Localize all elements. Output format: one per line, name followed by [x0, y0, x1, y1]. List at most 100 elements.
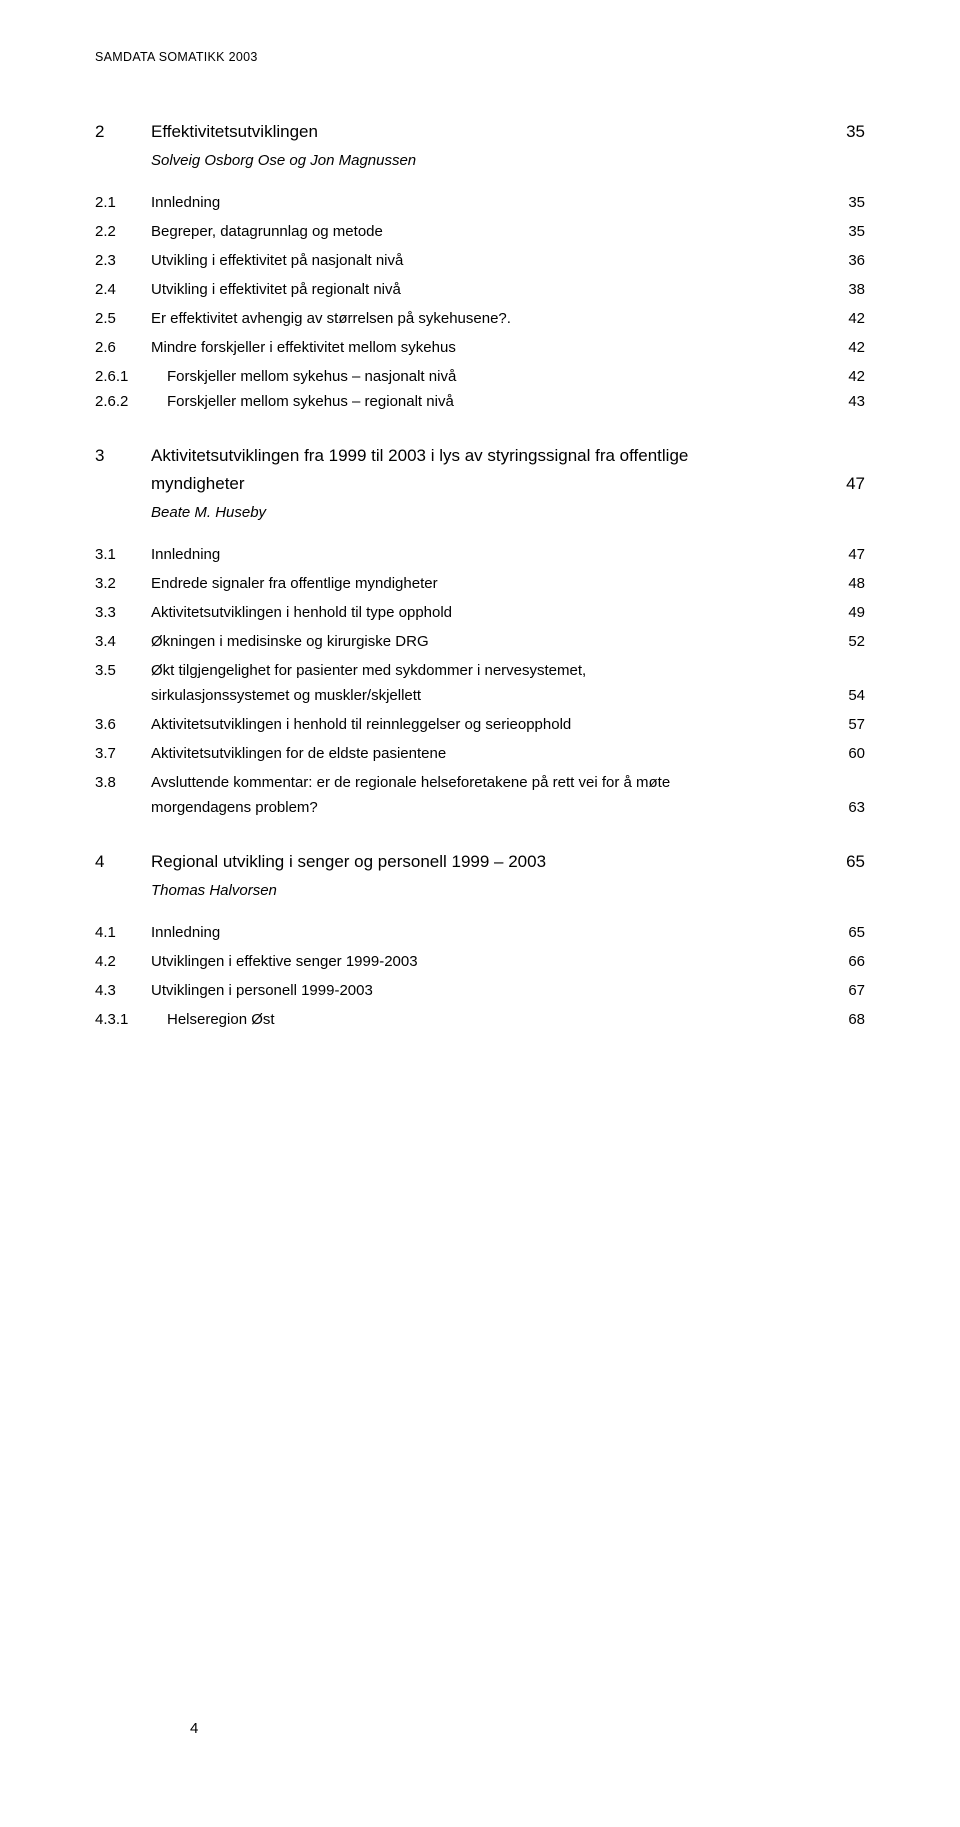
toc-title: Mindre forskjeller i effektivitet mellom… [151, 339, 456, 356]
toc-subsection: 2.6.2 Forskjeller mellom sykehus – regio… [95, 393, 865, 410]
toc-page: 65 [848, 924, 865, 941]
toc-number: 3.1 [95, 546, 151, 563]
toc-section: 3.3 Aktivitetsutviklingen i henhold til … [95, 604, 865, 621]
toc-number: 2.6.2 [95, 393, 167, 410]
toc-title: Innledning [151, 194, 220, 211]
toc-number: 4.1 [95, 924, 151, 941]
toc-section: 3.6 Aktivitetsutviklingen i henhold til … [95, 716, 865, 733]
toc-title: Utvikling i effektivitet på nasjonalt ni… [151, 252, 403, 269]
toc-number: 3.4 [95, 633, 151, 650]
toc-chapter: 3 Aktivitetsutviklingen fra 1999 til 200… [95, 446, 865, 494]
toc-title: morgendagens problem? [151, 799, 318, 816]
toc-section: 4.3 Utviklingen i personell 1999-2003 67 [95, 982, 865, 999]
toc-title: Aktivitetsutviklingen i henhold til type… [151, 604, 452, 621]
toc-page: 42 [848, 339, 865, 356]
toc-page: 36 [848, 252, 865, 269]
toc-page: 54 [848, 687, 865, 704]
toc-title: Avsluttende kommentar: er de regionale h… [151, 774, 670, 791]
toc-section: 3.7 Aktivitetsutviklingen for de eldste … [95, 745, 865, 762]
toc-number: 4.2 [95, 953, 151, 970]
toc-title: Forskjeller mellom sykehus – regionalt n… [167, 393, 454, 410]
toc-page: 35 [846, 122, 865, 142]
toc-chapter: 2 Effektivitetsutviklingen 35 [95, 122, 865, 142]
toc-page: 48 [848, 575, 865, 592]
toc-number: 3.8 [95, 774, 151, 791]
toc-page: 38 [848, 281, 865, 298]
toc-number: 2.4 [95, 281, 151, 298]
toc-page: 35 [848, 223, 865, 240]
toc-section: 3.2 Endrede signaler fra offentlige mynd… [95, 575, 865, 592]
toc-number: 3.7 [95, 745, 151, 762]
toc-subsection: 2.6.1 Forskjeller mellom sykehus – nasjo… [95, 368, 865, 385]
toc-page: 52 [848, 633, 865, 650]
toc-title: Begreper, datagrunnlag og metode [151, 223, 383, 240]
toc-section: 4.1 Innledning 65 [95, 924, 865, 941]
toc-section: 3.4 Økningen i medisinske og kirurgiske … [95, 633, 865, 650]
toc-number: 3.6 [95, 716, 151, 733]
toc-title: myndigheter [151, 474, 245, 494]
toc-page: 49 [848, 604, 865, 621]
toc-number: 4 [95, 852, 151, 872]
toc-page: 65 [846, 852, 865, 872]
toc-title: Regional utvikling i senger og personell… [151, 852, 546, 872]
toc-page: 47 [846, 474, 865, 494]
toc-section: 2.6 Mindre forskjeller i effektivitet me… [95, 339, 865, 356]
toc-title: Utviklingen i effektive senger 1999-2003 [151, 953, 418, 970]
toc-page: 42 [848, 368, 865, 385]
toc-number: 2.6.1 [95, 368, 167, 385]
toc-section: 3.8 Avsluttende kommentar: er de regiona… [95, 774, 865, 816]
toc-title: Utviklingen i personell 1999-2003 [151, 982, 373, 999]
toc-page: 63 [848, 799, 865, 816]
toc-page: 57 [848, 716, 865, 733]
toc-section: 3.5 Økt tilgjengelighet for pasienter me… [95, 662, 865, 704]
toc-number: 2.1 [95, 194, 151, 211]
toc-page: 43 [848, 393, 865, 410]
toc-title: Aktivitetsutviklingen i henhold til rein… [151, 716, 571, 733]
toc-title: Helseregion Øst [167, 1011, 275, 1028]
toc-number: 4.3 [95, 982, 151, 999]
toc-title: Økningen i medisinske og kirurgiske DRG [151, 633, 429, 650]
toc-title: Innledning [151, 924, 220, 941]
toc-number: 2 [95, 122, 151, 142]
toc-page: 68 [848, 1011, 865, 1028]
toc-page: 66 [848, 953, 865, 970]
toc-section: 2.3 Utvikling i effektivitet på nasjonal… [95, 252, 865, 269]
toc-author: Thomas Halvorsen [151, 882, 865, 899]
toc-title: Forskjeller mellom sykehus – nasjonalt n… [167, 368, 456, 385]
toc-section: 3.1 Innledning 47 [95, 546, 865, 563]
toc-number: 2.2 [95, 223, 151, 240]
toc-title: Er effektivitet avhengig av størrelsen p… [151, 310, 511, 327]
toc-page: 60 [848, 745, 865, 762]
toc-subsection: 4.3.1 Helseregion Øst 68 [95, 1011, 865, 1028]
toc-section: 2.4 Utvikling i effektivitet på regional… [95, 281, 865, 298]
document-header: SAMDATA SOMATIKK 2003 [95, 50, 865, 64]
toc-author: Beate M. Huseby [151, 504, 865, 521]
page-number: 4 [190, 1720, 198, 1737]
toc-section: 4.2 Utviklingen i effektive senger 1999-… [95, 953, 865, 970]
toc-title: Aktivitetsutviklingen for de eldste pasi… [151, 745, 446, 762]
toc-author: Solveig Osborg Ose og Jon Magnussen [151, 152, 865, 169]
toc-page: 67 [848, 982, 865, 999]
toc-chapter: 4 Regional utvikling i senger og persone… [95, 852, 865, 872]
toc-title: Aktivitetsutviklingen fra 1999 til 2003 … [151, 446, 688, 466]
toc-page: 47 [848, 546, 865, 563]
toc-title: Effektivitetsutviklingen [151, 122, 318, 142]
toc-number: 2.3 [95, 252, 151, 269]
toc-number: 3.5 [95, 662, 151, 679]
toc-number: 3.2 [95, 575, 151, 592]
toc-section: 2.1 Innledning 35 [95, 194, 865, 211]
toc-number: 2.6 [95, 339, 151, 356]
toc-number: 3.3 [95, 604, 151, 621]
toc-title: Utvikling i effektivitet på regionalt ni… [151, 281, 401, 298]
toc-title: Økt tilgjengelighet for pasienter med sy… [151, 662, 586, 679]
toc-page: 35 [848, 194, 865, 211]
toc-section: 2.2 Begreper, datagrunnlag og metode 35 [95, 223, 865, 240]
toc-title: Innledning [151, 546, 220, 563]
toc-section: 2.5 Er effektivitet avhengig av størrels… [95, 310, 865, 327]
toc-number: 2.5 [95, 310, 151, 327]
toc-title: sirkulasjonssystemet og muskler/skjellet… [151, 687, 421, 704]
toc-title: Endrede signaler fra offentlige myndighe… [151, 575, 438, 592]
toc-page: 42 [848, 310, 865, 327]
toc-number: 4.3.1 [95, 1011, 167, 1028]
toc-number: 3 [95, 446, 151, 466]
